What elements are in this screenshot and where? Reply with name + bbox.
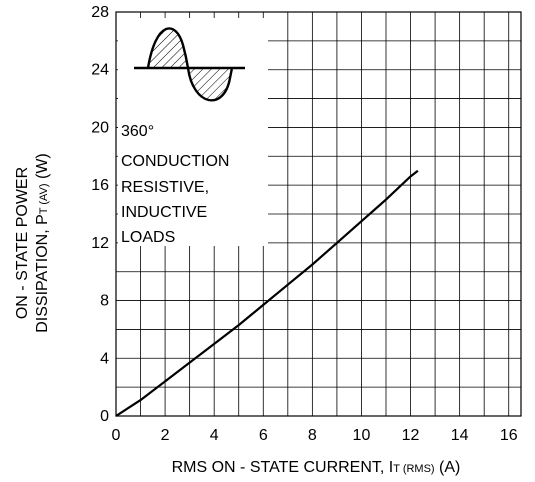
y-tick-label: 8 xyxy=(100,293,109,310)
y-tick-label: 0 xyxy=(100,408,109,425)
y-tick-label: 28 xyxy=(91,4,109,21)
x-tick-label: 16 xyxy=(500,427,518,444)
y-tick-label: 12 xyxy=(91,235,109,252)
y-tick-label: 16 xyxy=(91,177,109,194)
x-tick-label: 8 xyxy=(308,427,317,444)
x-tick-label: 2 xyxy=(161,427,170,444)
y-tick-label: 20 xyxy=(91,119,109,136)
y-tick-label: 4 xyxy=(100,350,109,367)
x-tick-label: 6 xyxy=(259,427,268,444)
series-layer xyxy=(115,169,419,417)
x-axis-title: RMS ON - STATE CURRENT, IT (RMS) (A) xyxy=(172,459,461,476)
annotation-box xyxy=(118,18,268,246)
annotation-text: 360° CONDUCTION RESISTIVE, INDUCTIVE LOA… xyxy=(121,123,229,246)
plot-frame xyxy=(115,11,522,417)
y-tick-labels: 0 4 8 12 16 20 24 28 xyxy=(91,4,109,425)
annotation-line-1: 360° xyxy=(121,123,154,140)
y-axis-title-line-2: DISSIPATION, PT (AV) (W) xyxy=(34,153,51,333)
annotation-line-4: INDUCTIVE xyxy=(121,204,207,221)
x-tick-label: 12 xyxy=(402,427,420,444)
annotation-line-2: CONDUCTION xyxy=(121,153,229,170)
power-dissipation-curve xyxy=(115,169,419,417)
half-wave-sine-icon xyxy=(134,27,245,102)
y-tick-label: 24 xyxy=(91,62,109,79)
x-tick-label: 4 xyxy=(210,427,219,444)
x-tick-label: 0 xyxy=(112,427,121,444)
x-tick-labels: 0 2 4 6 8 10 12 14 16 xyxy=(112,427,518,444)
x-tick-label: 14 xyxy=(451,427,469,444)
y-axis-title-line-1: ON - STATE POWER xyxy=(14,167,31,319)
x-tick-label: 10 xyxy=(353,427,371,444)
annotation-line-3: RESISTIVE, xyxy=(121,179,209,196)
annotation-line-5: LOADS xyxy=(121,229,175,246)
